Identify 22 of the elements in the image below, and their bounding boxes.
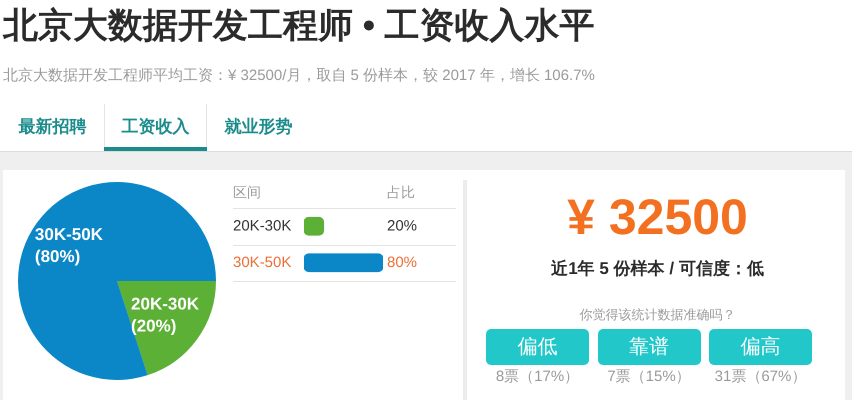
text: 你觉得该统计数据准确吗？ [580, 307, 736, 322]
button: 靠谱 [598, 329, 700, 365]
y-axis-title: 区间 [233, 184, 261, 200]
text: 近1年 5 份样本 / 可信度：低 [551, 259, 764, 278]
text: 8票（17%） [496, 368, 580, 385]
text: 最新招聘 [18, 117, 86, 136]
text: 就业形势 [224, 117, 292, 136]
text: 北京大数据开发工程师 • 工资收入水平 [3, 6, 595, 45]
text: 北京大数据开发工程师平均工资：¥ 32500/月，取自 5 份样本，较 2017 年，增长 106.7% [3, 67, 595, 84]
text: ¥ 32500 [567, 189, 748, 245]
data-label: (20%) [131, 316, 176, 336]
text: 工资收入 [122, 117, 190, 136]
data-label: 20% [387, 217, 418, 234]
x-axis-title: 占比 [387, 184, 415, 200]
button: 偏低 [486, 329, 589, 365]
data-label: 80% [387, 254, 418, 271]
slice-label: 20K-30K [131, 294, 200, 314]
text: 7票（15%） [607, 368, 691, 385]
text: 31票（67%） [714, 368, 806, 385]
slice-label: 30K-50K [34, 224, 104, 244]
button: 偏高 [709, 329, 812, 365]
data-label: (80%) [34, 246, 80, 266]
